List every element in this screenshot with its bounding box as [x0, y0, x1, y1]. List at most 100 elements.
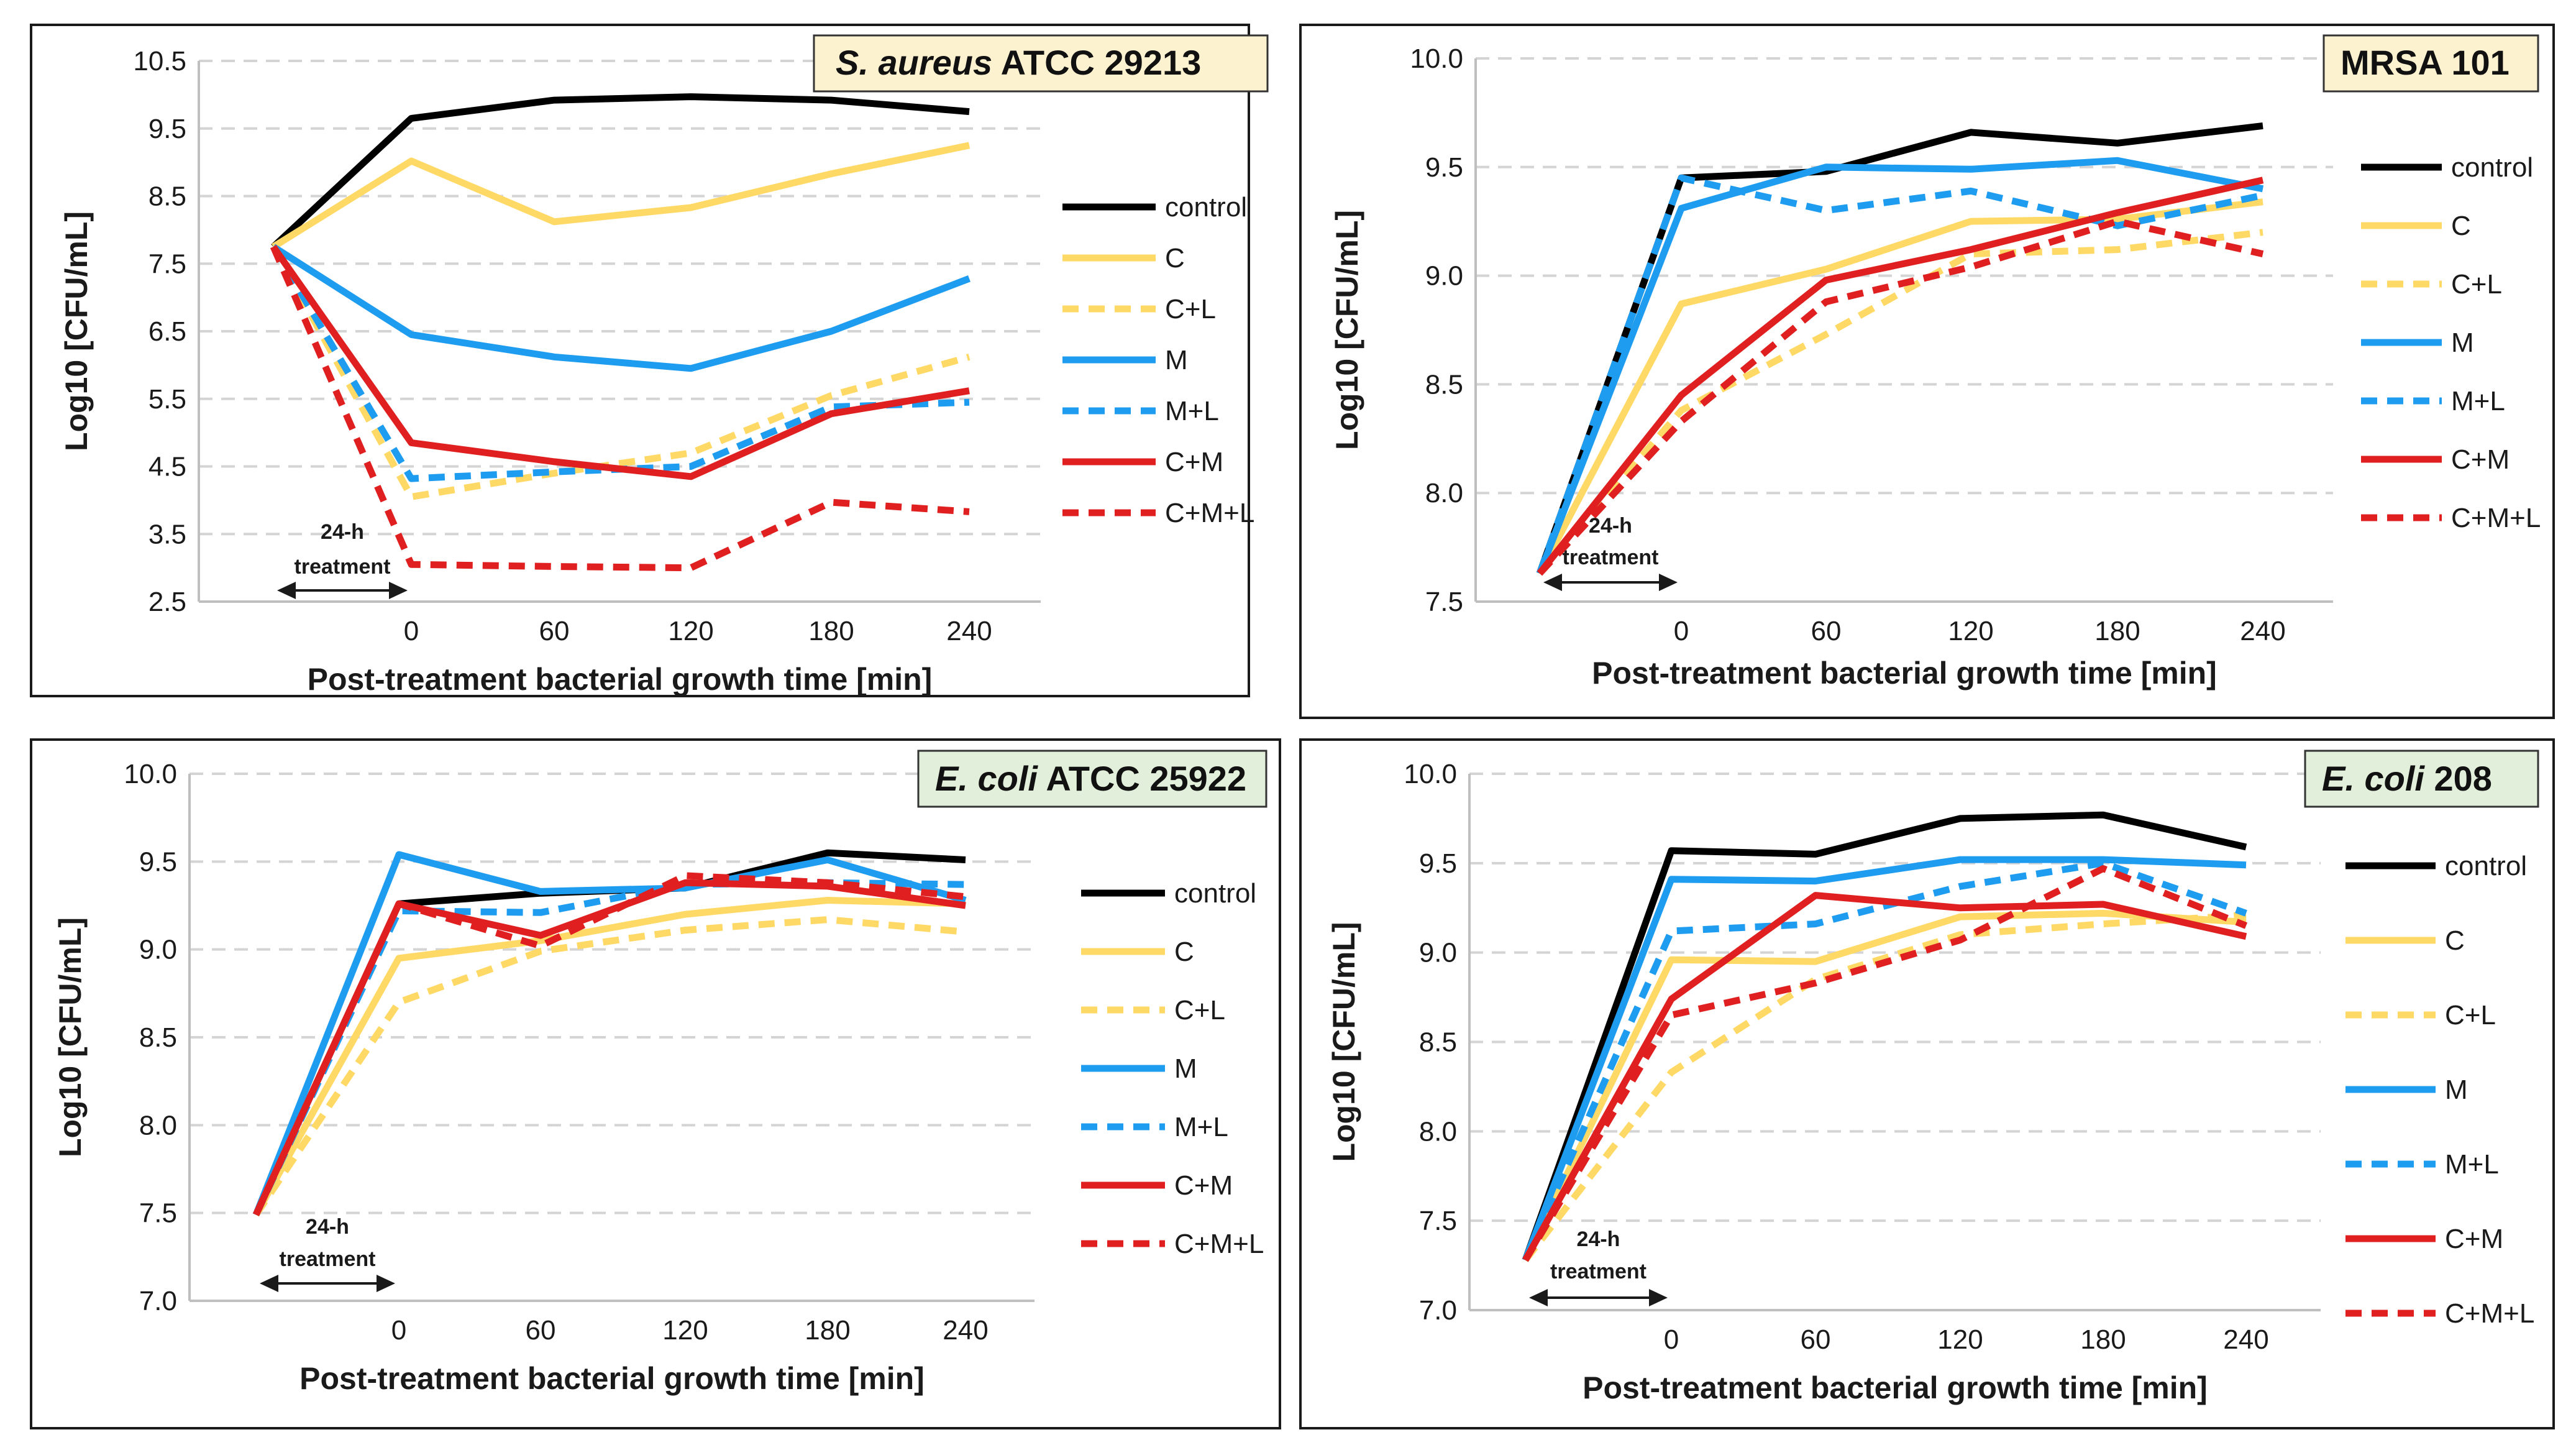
legend-label: control [1165, 192, 1247, 222]
chart-title: E. coli ATCC 25922 [935, 759, 1246, 798]
y-tick-label: 5.5 [148, 384, 186, 415]
x-tick-label: 0 [1664, 1324, 1679, 1355]
series-line-c-m [270, 244, 970, 480]
legend-label: M+L [1174, 1112, 1228, 1142]
legend-label: C+M+L [1165, 498, 1254, 528]
legend-label: M [1174, 1053, 1197, 1084]
x-tick-label: 120 [662, 1315, 708, 1346]
y-tick-label: 8.5 [148, 181, 186, 212]
y-tick-label: 10.0 [124, 759, 177, 789]
x-axis-title: Post-treatment bacterial growth time [mi… [1592, 656, 2217, 690]
chart-title-strain: ATCC 29213 [992, 43, 1201, 82]
legend-label: control [1174, 878, 1256, 909]
y-axis-title: Log10 [CFU/mL] [1327, 922, 1361, 1162]
chart-title-background [2304, 750, 2539, 808]
legend-label: C+M+L [1174, 1229, 1264, 1259]
y-axis-title: Log10 [CFU/mL] [53, 917, 88, 1157]
x-tick-label: 180 [2094, 616, 2140, 646]
x-tick-label: 240 [943, 1315, 988, 1346]
treatment-label-line2: treatment [280, 1247, 376, 1271]
treatment-arrow-left-icon [1543, 574, 1562, 591]
legend: control C C+L M M+L C+M C+M+L [2345, 851, 2534, 1329]
chart-title-background [917, 750, 1267, 808]
legend-label: M+L [1165, 396, 1219, 426]
series-line-c-m-l [270, 245, 970, 572]
treatment-annotation: 24-h treatment [1543, 514, 1678, 591]
y-tick-label: 7.0 [1419, 1295, 1457, 1326]
treatment-label-line2: treatment [1563, 546, 1659, 569]
x-tick-label: 180 [2080, 1324, 2126, 1355]
series-line-c [1522, 909, 2247, 1262]
series-line-m-l [1536, 174, 2264, 575]
x-tick-label: 120 [668, 616, 713, 646]
x-axis-title: Post-treatment bacterial growth time [mi… [1583, 1370, 2208, 1405]
treatment-arrow-right-icon [1659, 574, 1678, 591]
x-tick-label: 240 [946, 616, 992, 646]
x-tick-label: 180 [805, 1315, 850, 1346]
legend-label: C [2445, 925, 2465, 956]
y-tick-label: 4.5 [148, 452, 186, 482]
chart-title-box: MRSA 101 [2323, 34, 2539, 93]
x-tick-label: 180 [808, 616, 854, 646]
series-line-m-l [1522, 860, 2247, 1262]
series-line-control [271, 93, 970, 250]
y-tick-label: 7.5 [1419, 1206, 1457, 1236]
x-tick-label: 240 [2223, 1324, 2268, 1355]
treatment-label-line1: 24-h [321, 520, 364, 544]
x-tick-label: 60 [1811, 616, 1842, 646]
legend-label: C+M+L [2451, 503, 2541, 533]
chart-title-species: E. coli [2322, 759, 2425, 798]
legend: control C C+L M M+L C+M C+M+L [1062, 192, 1254, 528]
legend-label: C+M [1165, 447, 1223, 477]
chart-panel-3: 7.0 7.5 8.0 8.5 9.0 9.5 10.0 0 60 120 180 240 Log10 … [30, 738, 1281, 1429]
legend-label: C+M+L [2445, 1298, 2534, 1329]
series-line-c-m-l [1522, 865, 2248, 1262]
x-axis-title: Post-treatment bacterial growth time [mi… [299, 1361, 925, 1396]
chart-title-box: E. coli ATCC 25922 [917, 750, 1267, 808]
x-tick-label: 60 [539, 616, 570, 646]
y-tick-label: 6.5 [148, 316, 186, 347]
chart-panel-4: 7.0 7.5 8.0 8.5 9.0 9.5 10.0 0 60 120 180 240 Log10 … [1299, 738, 2555, 1429]
panel-frame [30, 24, 1250, 697]
y-tick-label: 7.5 [148, 249, 186, 279]
treatment-arrow-right-icon [389, 582, 408, 599]
legend-label: C [2451, 211, 2471, 241]
legend-label: C+M [1174, 1170, 1233, 1201]
y-tick-label: 8.0 [139, 1110, 177, 1140]
y-tick-label: 9.0 [1425, 261, 1463, 291]
chart-title-species: E. coli [935, 759, 1038, 798]
y-tick-label: 9.5 [139, 846, 177, 877]
y-tick-label: 9.5 [148, 114, 186, 144]
y-tick-label: 7.0 [139, 1286, 177, 1316]
series-line-c-l [253, 916, 966, 1217]
legend-label: C+L [2445, 1000, 2496, 1030]
series-line-control [1522, 811, 2247, 1262]
series-line-c-m-l [1537, 218, 2264, 576]
legend-label: M+L [2445, 1149, 2499, 1180]
legend-label: C+M [2451, 444, 2510, 475]
treatment-annotation: 24-h treatment [277, 520, 408, 599]
y-tick-label: 9.0 [139, 935, 177, 965]
treatment-label-line1: 24-h [306, 1215, 349, 1239]
y-tick-label: 8.0 [1419, 1116, 1457, 1147]
series-line-m [252, 851, 967, 1216]
y-tick-label: 7.5 [139, 1198, 177, 1229]
legend-label: C+L [2451, 269, 2502, 300]
chart-title-strain: ATCC 25922 [1038, 759, 1246, 798]
x-tick-label: 0 [404, 616, 419, 646]
treatment-label-line2: treatment [295, 555, 391, 579]
legend: control C C+L M M+L C+M C+M+L [2361, 152, 2541, 533]
series-line-c-l [1522, 911, 2247, 1262]
chart-title-strain: MRSA 101 [2341, 43, 2510, 82]
x-tick-label: 0 [1674, 616, 1689, 646]
x-tick-label: 60 [1801, 1324, 1831, 1355]
chart-title-box: S. aureus ATCC 29213 [813, 34, 1269, 93]
treatment-arrow-left-icon [277, 582, 296, 599]
y-tick-label: 3.5 [148, 519, 186, 549]
series-line-c [272, 142, 971, 250]
legend-label: M+L [2451, 386, 2505, 416]
treatment-arrow-left-icon [260, 1275, 278, 1292]
y-tick-label: 10.0 [1404, 759, 1457, 789]
x-tick-label: 120 [1948, 616, 1993, 646]
x-tick-label: 120 [1937, 1324, 1983, 1355]
